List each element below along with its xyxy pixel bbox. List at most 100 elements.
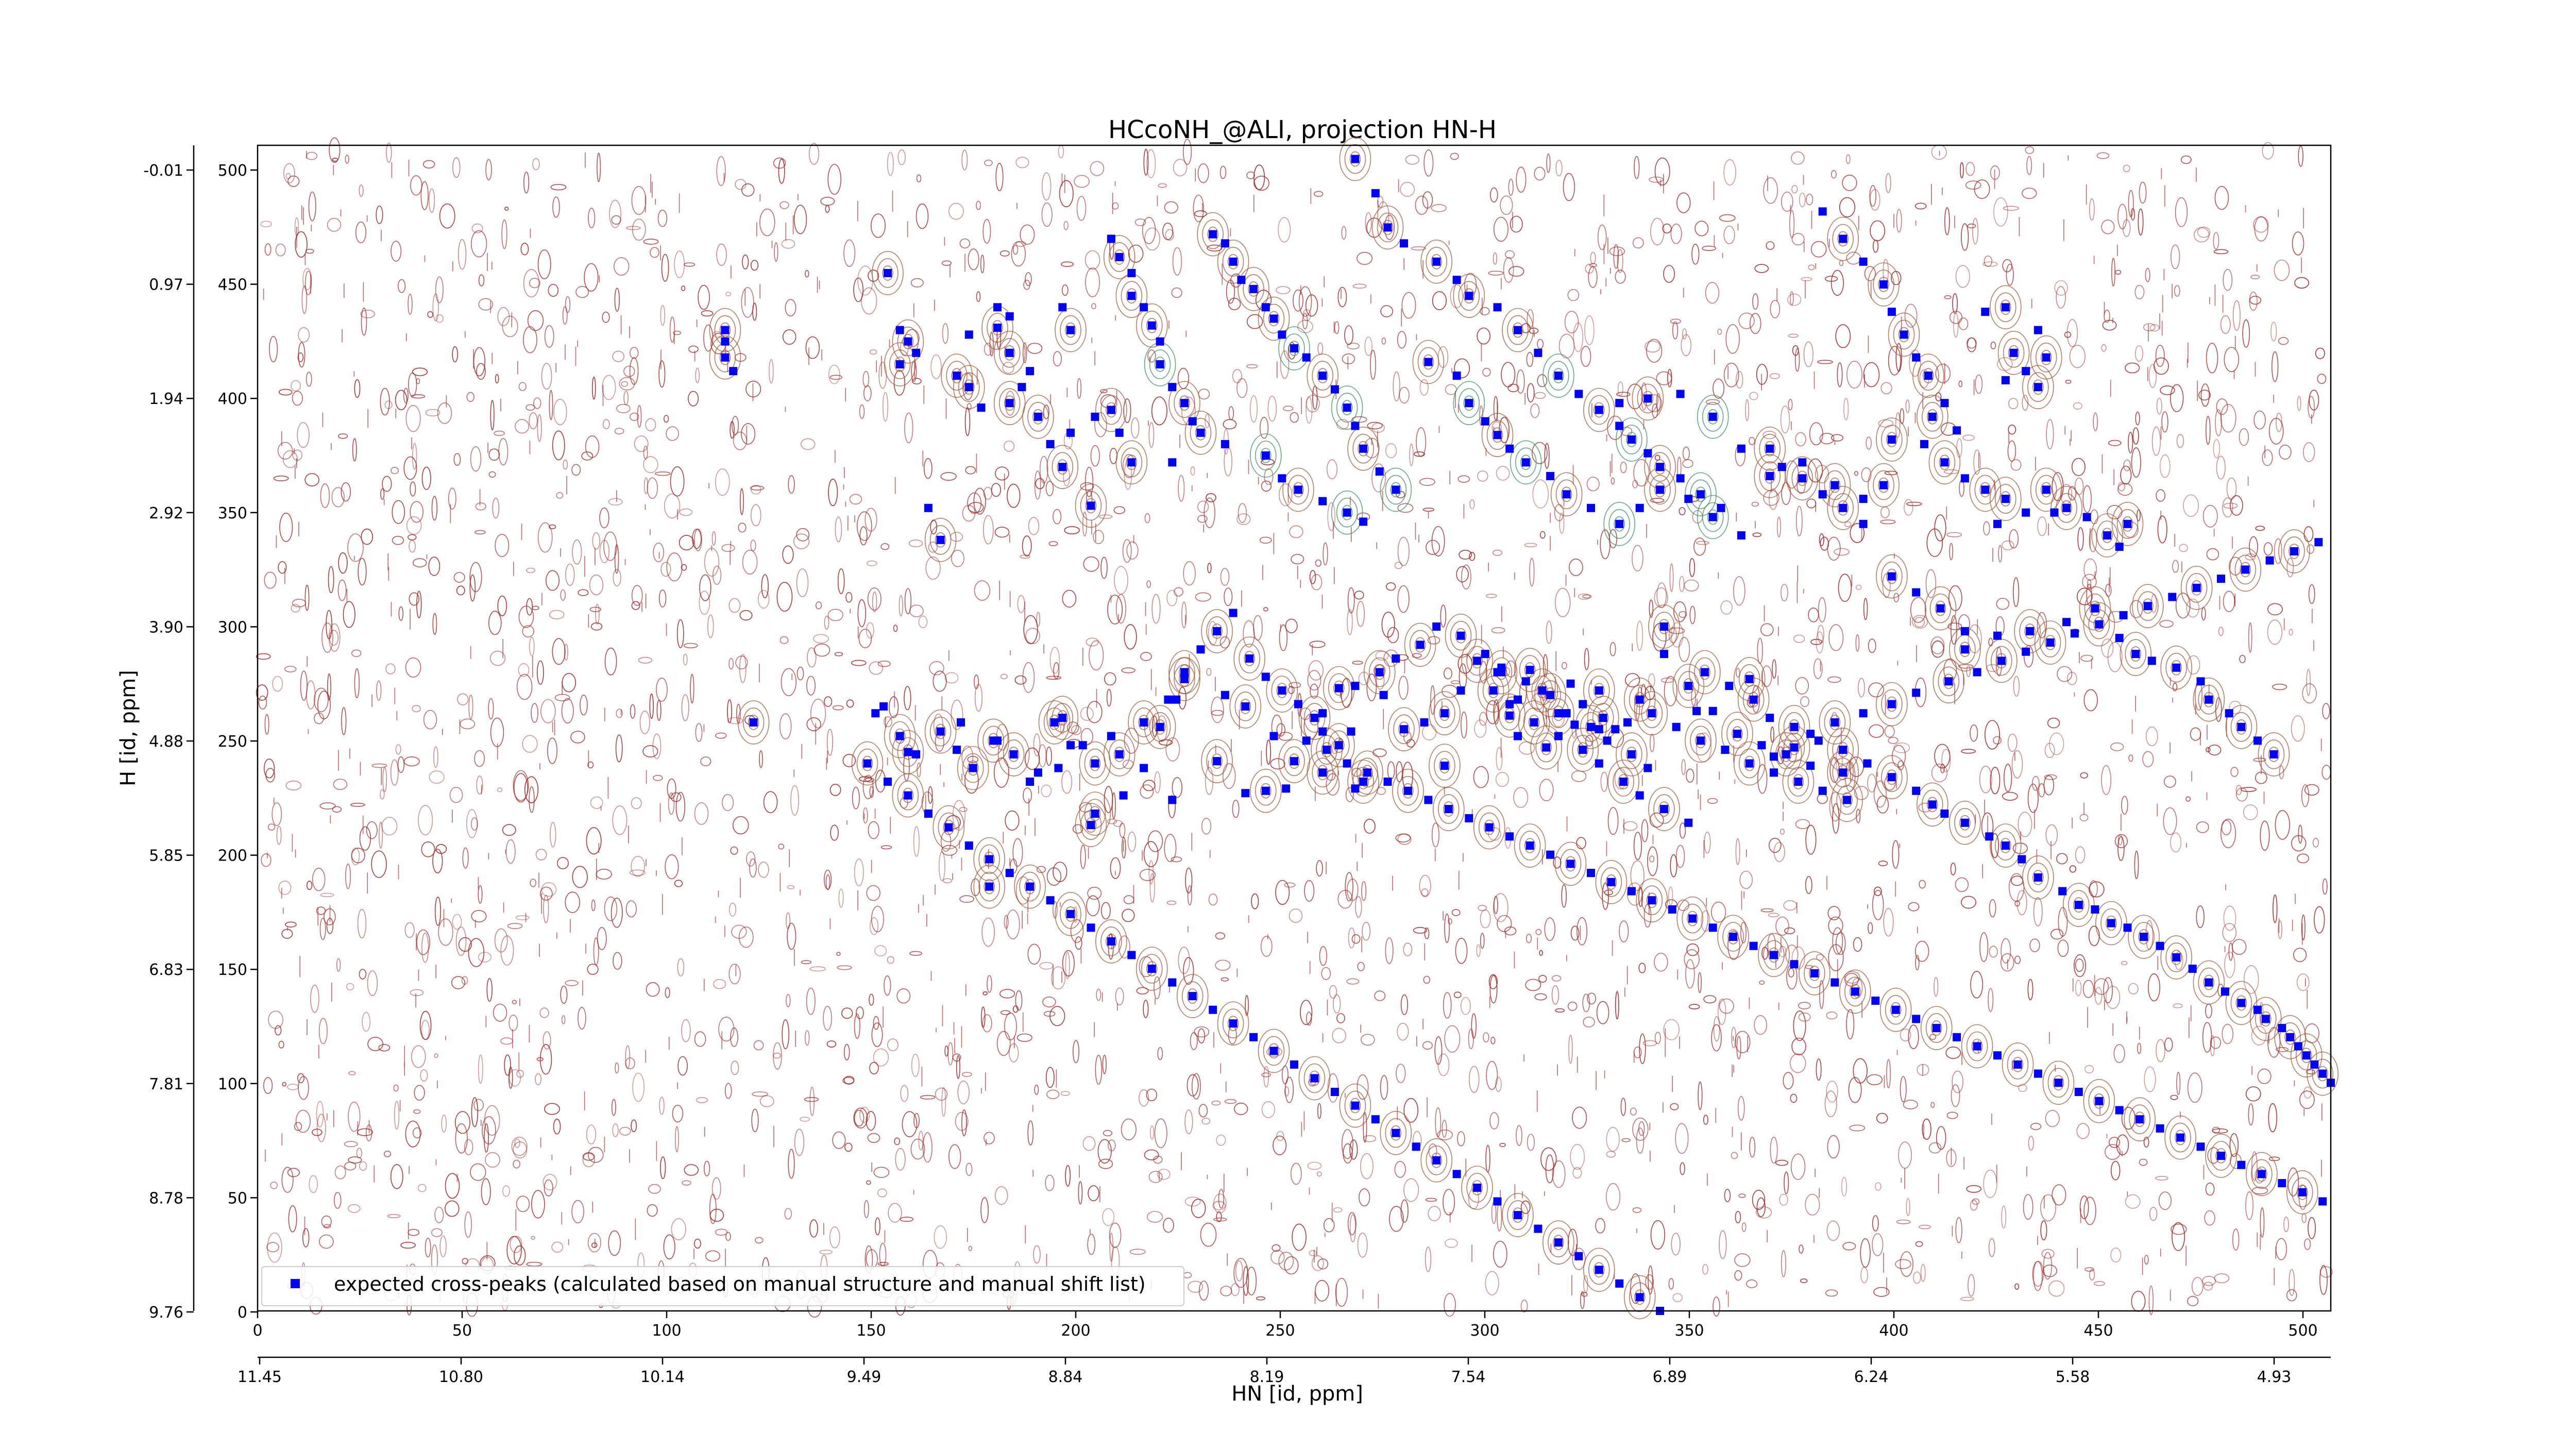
peak-contour xyxy=(2240,562,2251,578)
cross-peak-marker xyxy=(1603,736,1612,745)
peak-contour xyxy=(742,707,765,737)
noise-contour xyxy=(1307,670,1321,691)
peak-contour xyxy=(1782,760,1815,804)
noise-contour xyxy=(279,512,293,542)
noise-contour xyxy=(2278,920,2282,939)
peak-contour xyxy=(1553,1235,1564,1250)
peak-contour xyxy=(2230,988,2252,1018)
cross-peak-marker xyxy=(1766,471,1774,480)
noise-contour xyxy=(380,789,385,800)
noise-contour xyxy=(1098,514,1113,519)
noise-contour xyxy=(1650,1220,1666,1250)
noise-contour xyxy=(862,807,868,824)
peak-contour xyxy=(1804,958,1825,988)
peak-contour xyxy=(1374,664,1385,680)
noise-contour xyxy=(1883,907,1894,937)
y-index-tick-label: 0 xyxy=(238,1304,247,1322)
x-axis-ppm: 11.45 10.80 10.14 9.49 8.84 8.19 7.54 6.89 6.24 5… xyxy=(238,1356,2331,1386)
x-index-tick-label: 0 xyxy=(252,1322,262,1340)
noise-contour xyxy=(616,403,631,413)
noise-contour xyxy=(301,285,307,314)
noise-contour xyxy=(489,650,506,666)
peak-contour xyxy=(1526,668,1558,713)
noise-contour xyxy=(522,625,534,638)
cross-peak-marker xyxy=(1697,736,1705,745)
noise-contour xyxy=(613,952,622,970)
noise-contour xyxy=(1736,1036,1741,1060)
noise-contour xyxy=(1737,1096,1745,1121)
noise-contour xyxy=(1849,1124,1866,1132)
noise-contour xyxy=(786,912,791,930)
peak-contour xyxy=(997,732,1030,777)
noise-contour xyxy=(793,205,807,234)
noise-contour xyxy=(1458,475,1470,483)
cross-peak-marker xyxy=(912,348,921,357)
noise-contour xyxy=(1345,787,1354,802)
noise-contour xyxy=(552,196,560,218)
peak-contour xyxy=(946,361,968,391)
cross-peak-marker xyxy=(1432,257,1441,266)
cross-peak-marker xyxy=(1465,814,1473,822)
noise-contour xyxy=(1825,1289,1838,1297)
noise-contour xyxy=(408,293,413,315)
peak-contour xyxy=(1331,385,1363,430)
noise-contour xyxy=(1496,747,1503,771)
y-ppm-tick-label: 1.94 xyxy=(149,390,183,408)
cross-peak-marker xyxy=(1521,677,1530,686)
contour-background xyxy=(256,137,2333,1318)
noise-contour xyxy=(1962,434,1975,441)
noise-contour xyxy=(288,1205,297,1233)
noise-contour xyxy=(1946,1111,1958,1119)
peak-contour xyxy=(1136,303,1168,348)
noise-contour xyxy=(677,958,685,977)
noise-contour xyxy=(1212,1201,1226,1210)
noise-contour xyxy=(611,898,623,928)
noise-contour xyxy=(412,558,427,568)
cross-peak-marker xyxy=(1997,656,2006,665)
noise-contour xyxy=(1385,443,1397,459)
noise-contour xyxy=(1284,882,1296,888)
noise-contour xyxy=(1817,625,1824,644)
noise-contour xyxy=(1769,373,1780,379)
noise-contour xyxy=(1686,943,1699,956)
noise-contour xyxy=(1682,446,1690,461)
peak-contour xyxy=(1933,659,1965,704)
noise-contour xyxy=(1766,241,1775,250)
peak-contour xyxy=(1824,707,1846,737)
peak-contour xyxy=(1512,322,1523,338)
peak-contour xyxy=(1057,459,1069,475)
cross-peak-marker xyxy=(1928,412,1937,421)
peak-contour xyxy=(1004,345,1015,361)
noise-contour xyxy=(359,184,364,197)
noise-contour xyxy=(498,438,509,466)
noise-contour xyxy=(411,1045,426,1068)
peak-contour xyxy=(1588,1255,1610,1285)
noise-contour xyxy=(884,716,892,728)
cross-peak-marker xyxy=(2314,538,2323,547)
cross-peak-marker xyxy=(2074,901,2083,909)
noise-contour xyxy=(410,989,424,997)
peak-contour xyxy=(1113,249,1125,265)
cross-peak-marker xyxy=(1615,1279,1624,1288)
noise-contour xyxy=(1004,1013,1017,1041)
peak-contour xyxy=(1466,1173,1488,1203)
peak-contour xyxy=(1146,317,1158,333)
noise-contour xyxy=(321,1215,332,1228)
noise-contour xyxy=(1784,1171,1789,1194)
noise-contour xyxy=(608,498,623,506)
noise-contour xyxy=(810,698,826,729)
noise-contour xyxy=(967,492,982,514)
cross-peak-marker xyxy=(1229,257,1238,266)
cross-peak-marker xyxy=(1318,497,1327,506)
noise-contour xyxy=(869,917,879,935)
peak-contour xyxy=(1307,353,1338,398)
cross-peak-marker xyxy=(1993,1051,2002,1060)
noise-contour xyxy=(2267,619,2283,645)
cross-peak-marker xyxy=(1798,458,1807,467)
noise-contour xyxy=(1216,1134,1226,1146)
noise-contour xyxy=(1211,1100,1221,1106)
noise-contour xyxy=(631,601,640,610)
noise-contour xyxy=(381,817,398,836)
peak-contour xyxy=(1927,797,1938,813)
